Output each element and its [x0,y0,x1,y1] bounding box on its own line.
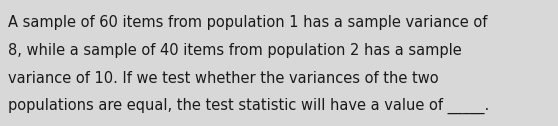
Text: variance of 10. If we test whether the variances of the two: variance of 10. If we test whether the v… [8,71,439,86]
Text: populations are equal, the test statistic will have a value of _____.: populations are equal, the test statisti… [8,98,489,115]
Text: 8, while a sample of 40 items from population 2 has a sample: 8, while a sample of 40 items from popul… [8,43,462,58]
Text: A sample of 60 items from population 1 has a sample variance of: A sample of 60 items from population 1 h… [8,15,488,30]
